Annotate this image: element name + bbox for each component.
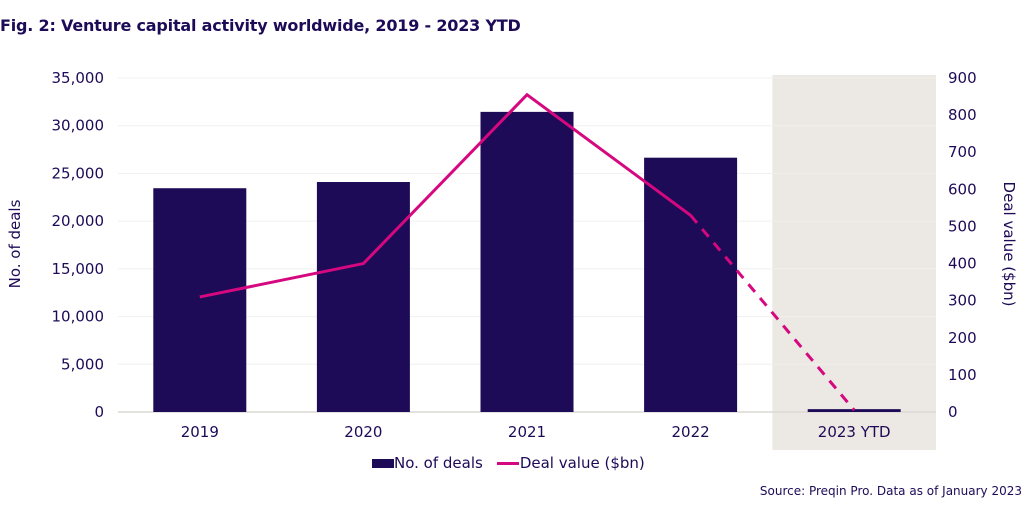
y-right-tick-label: 100 bbox=[948, 366, 977, 384]
y-right-tick-label: 200 bbox=[948, 329, 977, 347]
bar-2020 bbox=[316, 182, 410, 412]
y-right-axis-title: Deal value ($bn) bbox=[1000, 182, 1018, 307]
legend-swatch-bar bbox=[372, 458, 394, 468]
legend-label-deals: No. of deals bbox=[394, 454, 483, 472]
y-left-tick-label: 20,000 bbox=[52, 212, 105, 230]
bar-2019 bbox=[153, 188, 247, 412]
legend-label-value: Deal value ($bn) bbox=[519, 454, 645, 472]
highlight-band bbox=[772, 75, 936, 450]
y-left-tick-label: 15,000 bbox=[52, 260, 105, 278]
y-left-tick-label: 5,000 bbox=[61, 355, 104, 373]
y-right-tick-label: 300 bbox=[948, 292, 977, 310]
y-right-tick-label: 800 bbox=[948, 106, 977, 124]
y-right-tick-label: 400 bbox=[948, 255, 977, 273]
y-left-tick-label: 30,000 bbox=[52, 117, 105, 135]
y-left-tick-label: 25,000 bbox=[52, 164, 105, 182]
deal-value-line bbox=[199, 92, 692, 299]
legend-item-value: Deal value ($bn) bbox=[496, 454, 645, 472]
y-left-axis-title: No. of deals bbox=[6, 199, 24, 288]
bar-2023-ytd bbox=[807, 409, 901, 412]
chart-title: Fig. 2: Venture capital activity worldwi… bbox=[0, 16, 521, 35]
source-note: Source: Preqin Pro. Data as of January 2… bbox=[759, 484, 1022, 498]
y-left-tick-label: 10,000 bbox=[52, 308, 105, 326]
y-left-tick-label: 35,000 bbox=[52, 69, 105, 87]
y-right-tick-label: 900 bbox=[948, 69, 977, 87]
x-tick-label: 2019 bbox=[181, 423, 219, 441]
legend: No. of deals Deal value ($bn) bbox=[372, 454, 659, 472]
y-right-tick-label: 0 bbox=[948, 403, 958, 421]
bar-2021 bbox=[480, 111, 574, 413]
x-tick-label: 2021 bbox=[508, 423, 546, 441]
x-tick-label: 2023 YTD bbox=[818, 423, 891, 441]
deal-value-line-dashed bbox=[689, 214, 856, 412]
y-left-tick-label: 0 bbox=[94, 403, 104, 421]
y-right-tick-label: 600 bbox=[948, 180, 977, 198]
bar-2022 bbox=[644, 157, 738, 412]
x-tick-label: 2020 bbox=[344, 423, 382, 441]
legend-item-deals: No. of deals bbox=[372, 454, 483, 472]
x-tick-label: 2022 bbox=[672, 423, 710, 441]
y-right-tick-label: 700 bbox=[948, 143, 977, 161]
y-right-tick-label: 500 bbox=[948, 217, 977, 235]
legend-swatch-line bbox=[496, 461, 519, 465]
